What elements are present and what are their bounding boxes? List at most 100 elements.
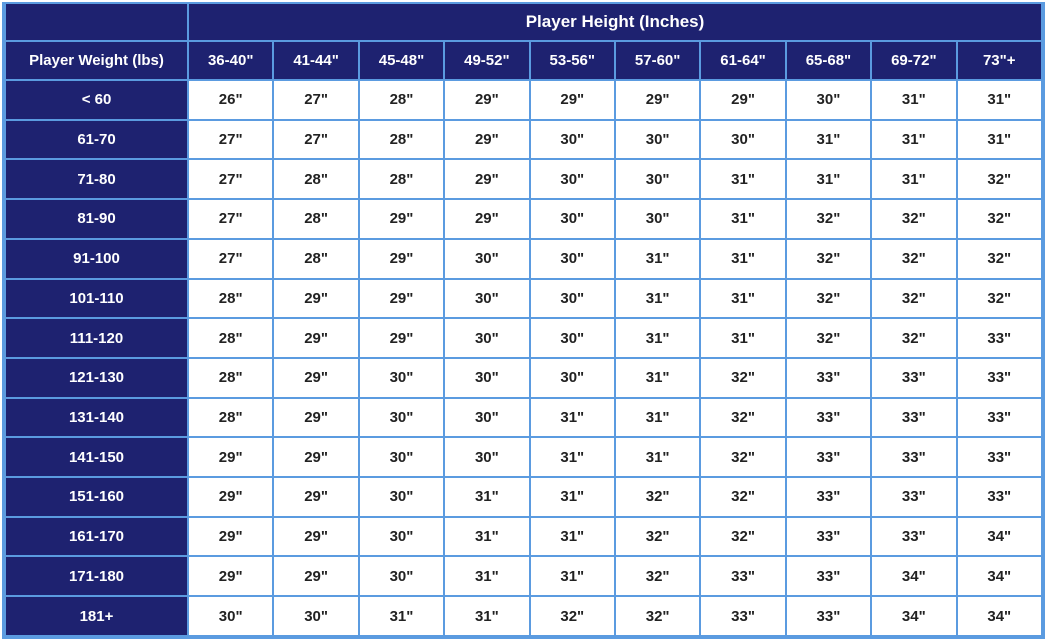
- table-cell: 33": [955, 356, 1044, 399]
- corner-cell: [4, 4, 189, 41]
- row-header: 91-100: [4, 237, 189, 280]
- table-cell: 28": [357, 158, 446, 201]
- row-header: 61-70: [4, 118, 189, 161]
- table-cell: 32": [699, 476, 787, 518]
- table-cell: 30": [357, 396, 446, 439]
- table-cell: 32": [699, 396, 787, 439]
- table-cell: 29": [443, 158, 531, 201]
- table-cell: 28": [272, 237, 360, 280]
- table-cell: 28": [357, 118, 446, 161]
- table-cell: 29": [699, 79, 787, 121]
- table-cell: 31": [613, 396, 702, 439]
- table-cell: 28": [272, 158, 360, 201]
- table-cell: 34": [870, 595, 958, 637]
- table-cell: 27": [186, 158, 275, 201]
- table-cell: 31": [870, 158, 958, 201]
- table-cell: 29": [272, 555, 360, 598]
- table-cell: 28": [186, 396, 275, 439]
- table-cell: 31": [528, 515, 616, 558]
- table-cell: 31": [357, 595, 446, 637]
- table-cell: 31": [699, 237, 787, 280]
- table-cell: 30": [443, 317, 531, 359]
- table-cell: 29": [357, 277, 446, 320]
- table-cell: 30": [613, 158, 702, 201]
- table-cell: 32": [613, 555, 702, 598]
- table-cell: 33": [784, 555, 873, 598]
- table-cell: 30": [443, 436, 531, 479]
- table-cell: 29": [272, 356, 360, 399]
- table-cell: 33": [955, 476, 1044, 518]
- row-header: 181+: [4, 595, 189, 637]
- table-cell: 31": [613, 436, 702, 479]
- table-cell: 30": [186, 595, 275, 637]
- row-header: 101-110: [4, 277, 189, 320]
- table-cell: 29": [357, 317, 446, 359]
- table-cell: 31": [443, 515, 531, 558]
- table-cell: 33": [955, 317, 1044, 359]
- table-cell: 29": [272, 515, 360, 558]
- table-cell: 30": [528, 237, 616, 280]
- table-cell: 28": [186, 317, 275, 359]
- table-cell: 29": [186, 515, 275, 558]
- column-header: 65-68": [784, 40, 873, 81]
- table-cell: 32": [699, 356, 787, 399]
- table-cell: 30": [699, 118, 787, 161]
- column-header: 49-52": [443, 40, 531, 81]
- column-header: 45-48": [357, 40, 446, 81]
- table-cell: 32": [870, 198, 958, 240]
- row-header: 171-180: [4, 555, 189, 598]
- row-header: 71-80: [4, 158, 189, 201]
- row-header: 81-90: [4, 198, 189, 240]
- table-cell: 33": [870, 436, 958, 479]
- table-cell: 32": [870, 237, 958, 280]
- row-header: 161-170: [4, 515, 189, 558]
- table-cell: 29": [613, 79, 702, 121]
- table-cell: 26": [186, 79, 275, 121]
- table-cell: 30": [443, 396, 531, 439]
- table-cell: 31": [699, 317, 787, 359]
- table-cell: 29": [186, 555, 275, 598]
- table-cell: 30": [272, 595, 360, 637]
- table-cell: 31": [443, 555, 531, 598]
- table-cell: 31": [870, 118, 958, 161]
- table-cell: 33": [870, 396, 958, 439]
- table-cell: 33": [870, 515, 958, 558]
- table-row: 101-110 28" 29" 29" 30" 30" 31" 31" 32" 32" 32": [4, 277, 1044, 320]
- row-header: 111-120: [4, 317, 189, 359]
- row-header: < 60: [4, 79, 189, 121]
- table-row: 81-90 27" 28" 29" 29" 30" 30" 31" 32" 32" 32": [4, 198, 1044, 240]
- table-row: 91-100 27" 28" 29" 30" 30" 31" 31" 32" 32" 32": [4, 237, 1044, 280]
- table-cell: 30": [613, 198, 702, 240]
- column-header: 61-64": [699, 40, 787, 81]
- table-cell: 34": [955, 595, 1044, 637]
- table-row: 131-140 28" 29" 30" 30" 31" 31" 32" 33" 33" 33": [4, 396, 1044, 439]
- table-row: 161-170 29" 29" 30" 31" 31" 32" 32" 33" 33" 34": [4, 515, 1044, 558]
- table-cell: 32": [528, 595, 616, 637]
- table-cell: 30": [357, 436, 446, 479]
- table-cell: 31": [784, 118, 873, 161]
- table-title: Player Height (Inches): [187, 4, 1043, 42]
- table-cell: 31": [699, 198, 787, 240]
- table-row: 151-160 29" 29" 30" 31" 31" 32" 32" 33" 33" 33": [4, 476, 1044, 518]
- size-chart-table: Player Height (Inches) Player Weight (lbs…: [4, 4, 1044, 637]
- table-cell: 33": [870, 476, 958, 518]
- table-cell: 30": [357, 476, 446, 518]
- table-cell: 30": [443, 237, 531, 280]
- column-header: 69-72": [870, 40, 958, 81]
- table-cell: 28": [357, 79, 446, 121]
- table-cell: 30": [357, 356, 446, 399]
- table-cell: 33": [955, 436, 1044, 479]
- column-header: 53-56": [528, 40, 616, 81]
- table-cell: 27": [186, 198, 275, 240]
- table-cell: 32": [955, 198, 1044, 240]
- table-cell: 32": [784, 237, 873, 280]
- table-cell: 29": [443, 118, 531, 161]
- column-header: 73"+: [955, 40, 1044, 81]
- table-cell: 30": [528, 198, 616, 240]
- row-header-label: Player Weight (lbs): [4, 40, 189, 81]
- table-row: 181+ 30" 30" 31" 31" 32" 32" 33" 33" 34" 34": [4, 595, 1044, 637]
- table-cell: 30": [443, 277, 531, 320]
- table-cell: 31": [613, 277, 702, 320]
- table-cell: 31": [870, 79, 958, 121]
- table-cell: 30": [613, 118, 702, 161]
